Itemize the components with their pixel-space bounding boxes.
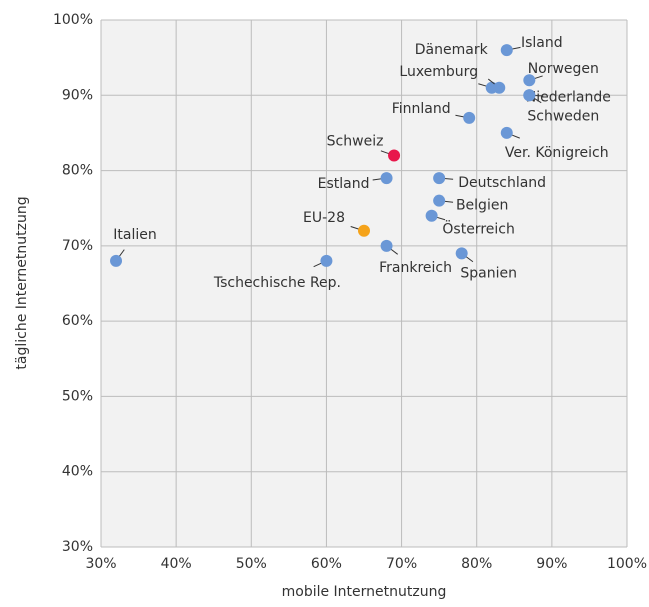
y-tick-label: 70% <box>62 238 93 254</box>
point-label: Dänemark <box>415 42 489 58</box>
point <box>381 240 393 252</box>
point-label: Niederlande <box>526 89 611 105</box>
point-label: Tschechische Rep. <box>213 275 341 291</box>
y-tick-label: 90% <box>62 87 93 103</box>
point-label: Finnland <box>392 101 451 117</box>
point-label: Belgien <box>456 198 508 214</box>
y-tick-label: 100% <box>53 12 93 28</box>
y-tick-label: 50% <box>62 388 93 404</box>
point-label: Norwegen <box>528 61 599 77</box>
x-tick-label: 100% <box>607 556 647 572</box>
point-label: Estland <box>318 176 370 192</box>
point-label: Italien <box>113 227 156 243</box>
y-axis-label: tägliche Internetnutzung <box>14 196 30 369</box>
point-label: EU-28 <box>303 210 345 226</box>
point <box>501 127 513 139</box>
point-label: Island <box>521 35 563 51</box>
x-axis-label: mobile Internetnutzung <box>282 584 447 600</box>
point <box>381 172 393 184</box>
leader-line <box>444 178 453 179</box>
point-label: Deutschland <box>458 175 546 191</box>
x-tick-label: 60% <box>311 556 342 572</box>
point <box>388 150 400 162</box>
point-label: Spanien <box>460 265 517 281</box>
point <box>523 89 535 101</box>
x-tick-label: 30% <box>85 556 116 572</box>
point <box>501 44 513 56</box>
point-label: Schweiz <box>327 134 384 150</box>
point <box>426 210 438 222</box>
x-tick-label: 70% <box>386 556 417 572</box>
point-label: Ver. Königreich <box>505 145 609 161</box>
y-tick-label: 30% <box>62 539 93 555</box>
y-tick-label: 40% <box>62 464 93 480</box>
point <box>358 225 370 237</box>
point <box>110 255 122 267</box>
point-label: Österreich <box>442 220 514 238</box>
point <box>456 247 468 259</box>
point <box>433 195 445 207</box>
y-tick-label: 60% <box>62 313 93 329</box>
point <box>320 255 332 267</box>
point-label: Frankreich <box>379 260 452 276</box>
x-tick-label: 90% <box>536 556 567 572</box>
point-label: Luxemburg <box>399 64 478 80</box>
point <box>463 112 475 124</box>
x-tick-label: 40% <box>161 556 192 572</box>
point <box>493 82 505 94</box>
x-tick-label: 50% <box>236 556 267 572</box>
point <box>433 172 445 184</box>
y-tick-label: 80% <box>62 163 93 179</box>
point-label: Schweden <box>527 108 599 124</box>
x-tick-label: 80% <box>461 556 492 572</box>
